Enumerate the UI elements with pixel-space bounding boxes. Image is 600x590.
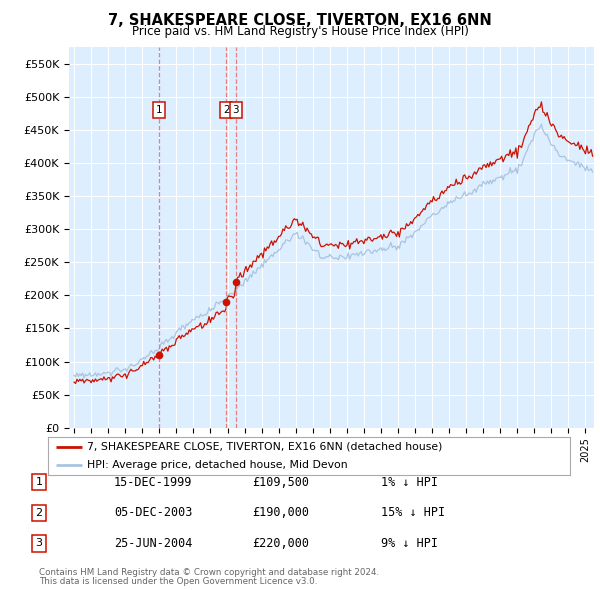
Text: 05-DEC-2003: 05-DEC-2003 — [114, 506, 193, 519]
Text: £220,000: £220,000 — [252, 537, 309, 550]
Text: 15-DEC-1999: 15-DEC-1999 — [114, 476, 193, 489]
Text: 1: 1 — [35, 477, 43, 487]
Text: £190,000: £190,000 — [252, 506, 309, 519]
Text: 3: 3 — [35, 539, 43, 548]
Text: 9% ↓ HPI: 9% ↓ HPI — [381, 537, 438, 550]
Text: Price paid vs. HM Land Registry's House Price Index (HPI): Price paid vs. HM Land Registry's House … — [131, 25, 469, 38]
Text: £109,500: £109,500 — [252, 476, 309, 489]
Text: This data is licensed under the Open Government Licence v3.0.: This data is licensed under the Open Gov… — [39, 578, 317, 586]
Text: 1% ↓ HPI: 1% ↓ HPI — [381, 476, 438, 489]
Text: 2: 2 — [223, 105, 229, 115]
Text: 7, SHAKESPEARE CLOSE, TIVERTON, EX16 6NN: 7, SHAKESPEARE CLOSE, TIVERTON, EX16 6NN — [108, 13, 492, 28]
Text: Contains HM Land Registry data © Crown copyright and database right 2024.: Contains HM Land Registry data © Crown c… — [39, 568, 379, 577]
Text: 2: 2 — [35, 508, 43, 517]
Text: 1: 1 — [155, 105, 162, 115]
Text: 15% ↓ HPI: 15% ↓ HPI — [381, 506, 445, 519]
Text: HPI: Average price, detached house, Mid Devon: HPI: Average price, detached house, Mid … — [87, 460, 348, 470]
Text: 7, SHAKESPEARE CLOSE, TIVERTON, EX16 6NN (detached house): 7, SHAKESPEARE CLOSE, TIVERTON, EX16 6NN… — [87, 442, 443, 452]
Text: 3: 3 — [232, 105, 239, 115]
Text: 25-JUN-2004: 25-JUN-2004 — [114, 537, 193, 550]
